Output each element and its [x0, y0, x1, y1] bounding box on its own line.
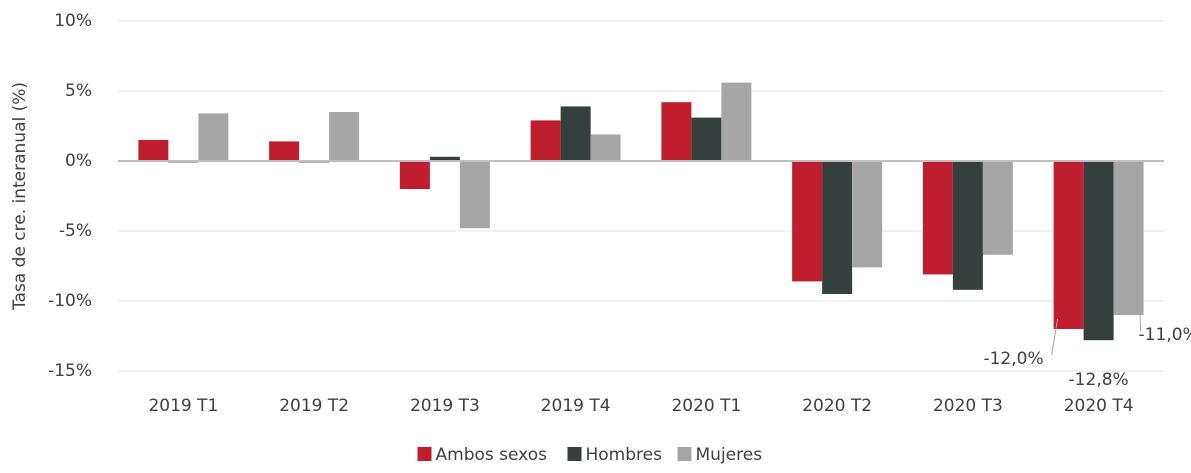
x-tick-label: 2019 T4: [541, 396, 611, 416]
bar: [661, 102, 692, 161]
bar: [721, 82, 752, 161]
data-label: -11,0%: [1139, 325, 1191, 345]
bar: [399, 161, 430, 189]
bar: [560, 106, 591, 161]
leader-line: [1139, 304, 1142, 332]
y-tick-label: 0%: [65, 151, 92, 171]
legend-label: Mujeres: [696, 445, 763, 465]
bar: [269, 141, 300, 161]
x-tick-label: 2020 T2: [802, 396, 872, 416]
bar: [982, 161, 1013, 255]
x-tick-label: 2019 T2: [279, 396, 349, 416]
legend-label: Hombres: [586, 445, 663, 465]
bar: [822, 161, 853, 294]
legend-swatch: [677, 447, 692, 461]
x-tick-label: 2020 T3: [933, 396, 1003, 416]
y-tick-label: -10%: [48, 291, 92, 311]
bar: [1083, 161, 1114, 341]
leader-line: [1051, 318, 1059, 356]
y-axis-title: Tasa de cre. interanual (%): [10, 82, 30, 311]
bar: [590, 134, 621, 161]
x-tick-label: 2020 T1: [671, 396, 741, 416]
legend-swatch: [417, 447, 432, 461]
y-tick-label: -5%: [59, 221, 92, 241]
bar: [922, 161, 953, 275]
data-label: -12,0%: [983, 349, 1043, 369]
bar: [792, 161, 823, 282]
bar: [852, 161, 883, 268]
legend-label: Ambos sexos: [436, 445, 548, 465]
bar: [138, 140, 169, 161]
x-tick-label: 2020 T4: [1064, 396, 1134, 416]
data-label: -12,8%: [1069, 370, 1129, 390]
x-tick-label: 2019 T1: [148, 396, 218, 416]
bar: [329, 112, 360, 161]
bar: [691, 117, 722, 161]
bar: [530, 120, 561, 161]
bar: [1053, 161, 1084, 329]
legend-swatch: [567, 447, 582, 461]
y-tick-label: 10%: [54, 11, 92, 31]
bar: [198, 113, 229, 161]
bar: [1113, 161, 1144, 315]
x-tick-label: 2019 T3: [410, 396, 480, 416]
bar: [459, 161, 490, 229]
bar: [952, 161, 983, 290]
y-tick-label: 5%: [65, 81, 92, 101]
bar: [429, 156, 460, 161]
y-tick-label: -15%: [48, 361, 92, 381]
